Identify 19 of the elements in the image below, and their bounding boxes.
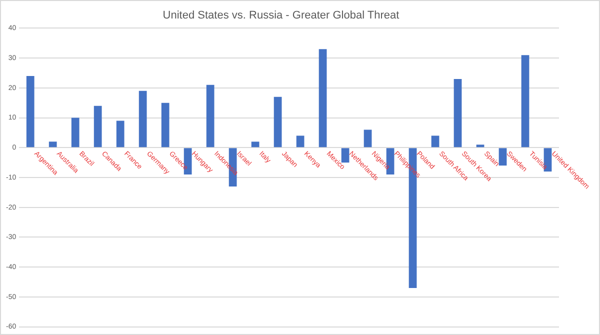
bar xyxy=(71,118,80,148)
bar xyxy=(26,76,34,148)
bar xyxy=(251,142,260,148)
bar xyxy=(48,142,57,148)
bar xyxy=(138,90,147,148)
bar xyxy=(94,106,102,148)
bar xyxy=(206,84,214,148)
bar xyxy=(454,78,462,148)
bar xyxy=(116,120,124,148)
bar xyxy=(498,148,507,166)
bar xyxy=(318,49,327,148)
bar xyxy=(431,136,440,148)
bar xyxy=(296,136,304,148)
bar xyxy=(521,55,530,148)
bar xyxy=(274,96,282,148)
bar xyxy=(161,102,170,148)
bar xyxy=(364,130,372,148)
chart-title: United States vs. Russia - Greater Global Threat xyxy=(162,10,400,22)
bar xyxy=(476,144,484,148)
